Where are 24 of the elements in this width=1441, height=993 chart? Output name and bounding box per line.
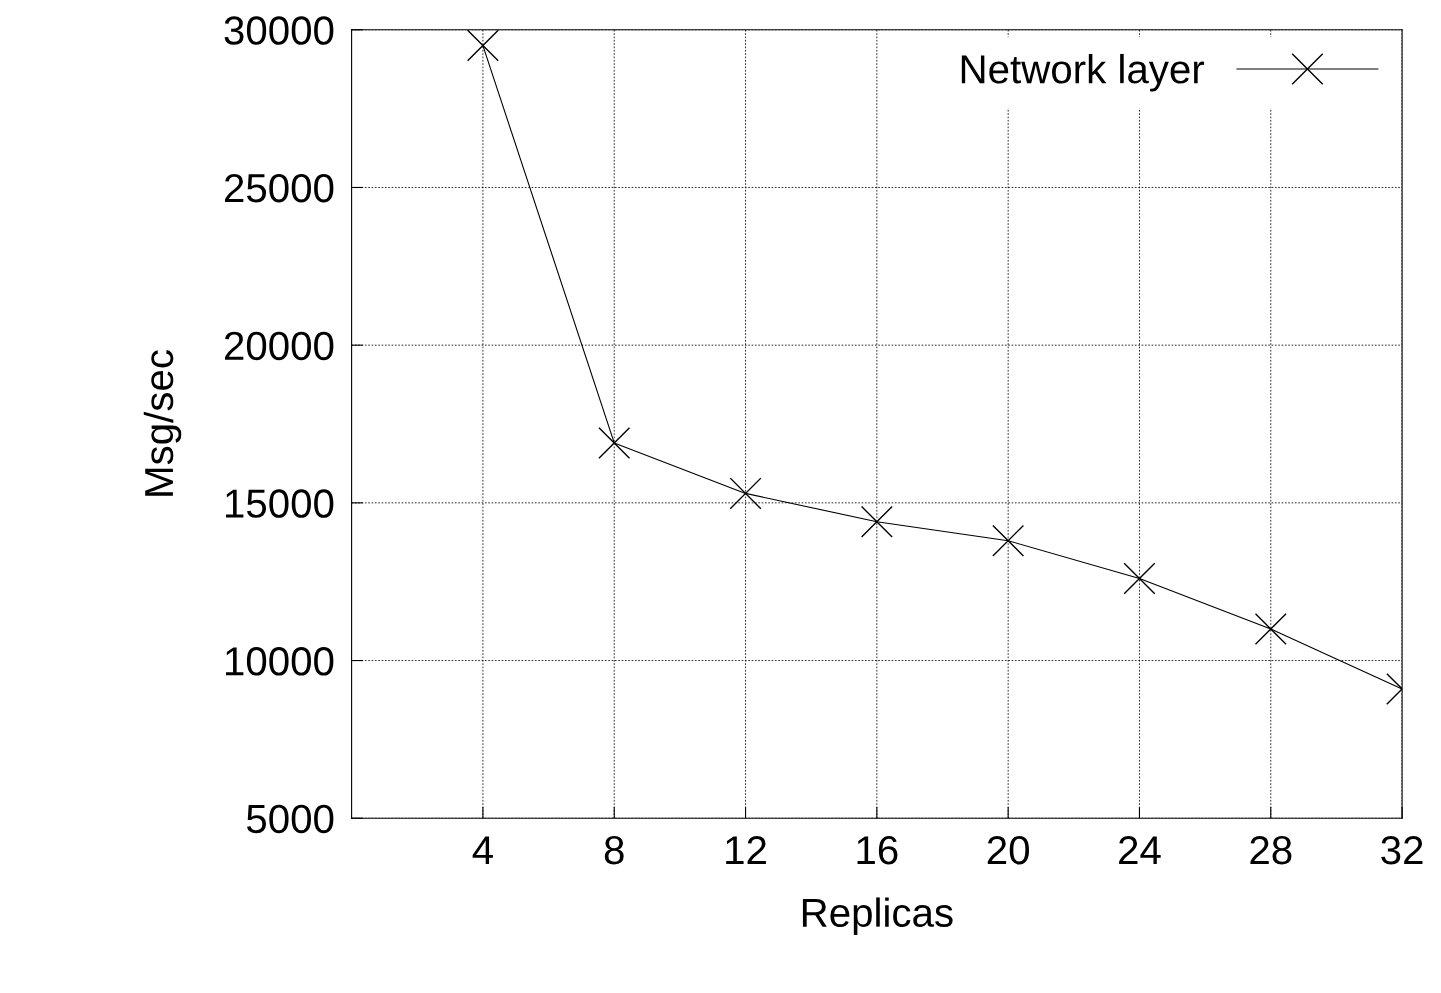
legend-label: Network layer [961,53,1205,92]
x-tick-label: 24 [1119,835,1161,865]
point [992,524,1025,557]
x-tick-label: 8 [604,835,624,865]
x-tick-label: 20 [987,835,1029,865]
x-tick-label: 32 [1381,835,1423,865]
point [729,477,762,510]
y-tick-label: 20000 [224,331,334,361]
point [1123,562,1156,595]
y-tick-label: 15000 [226,489,334,518]
point [598,426,631,459]
y-axis-title: Msg/sec [143,350,182,496]
point [466,29,499,62]
y-tick-label: 10000 [226,647,334,676]
point [860,505,893,538]
point [1254,613,1287,645]
y-tick-label: 25000 [224,173,334,203]
y-tick-label: 30000 [224,16,334,45]
x-tick-label: 12 [726,835,766,865]
x-tick-label: 16 [857,835,898,865]
y-tick-label: 5000 [246,804,334,834]
x-axis-title: Replicas [802,897,953,935]
x-tick-label: 28 [1250,835,1292,865]
x-tick-label: 4 [472,836,493,865]
